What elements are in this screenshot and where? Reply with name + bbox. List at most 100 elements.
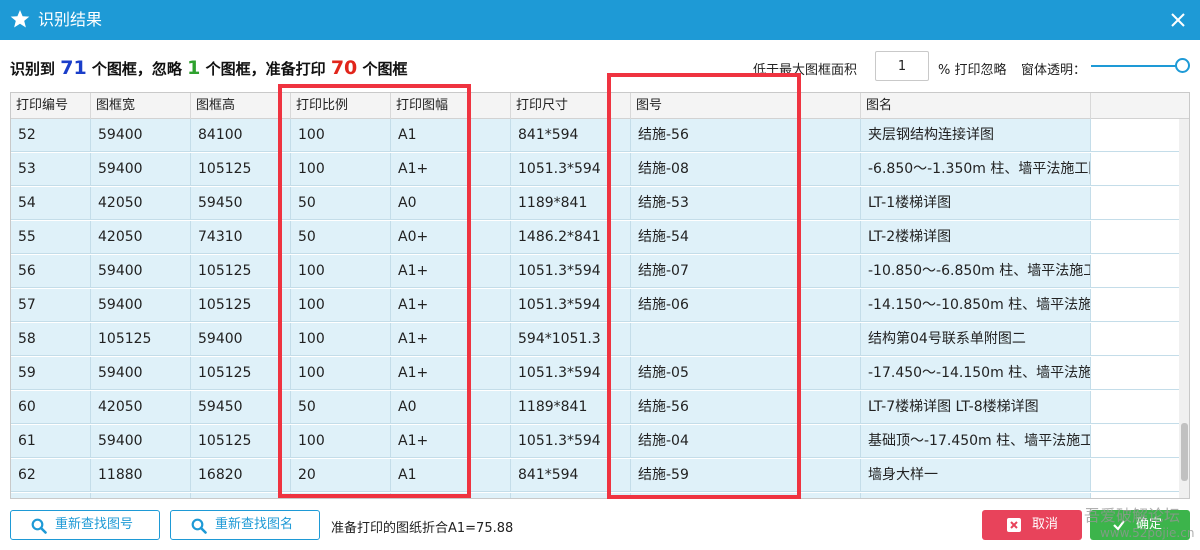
transparency-label: 窗体透明： (1021, 63, 1087, 78)
a1-equivalent-status: 准备打印的图纸折合A1=75.88 (331, 521, 514, 536)
table-row[interactable]: 58 105125 59400 100 A1+ 594*1051.3 结构第04号联系单附图… (11, 323, 1179, 357)
cell-drawing-number (631, 323, 861, 356)
cell-drawing-number: 结施-56 (631, 391, 861, 424)
table-row[interactable]: 52 59400 84100 100 A1 841*594 结施-56 夹层钢结构连接详图 (11, 119, 1179, 153)
column-header-drawing-number[interactable]: 图号 (631, 93, 861, 119)
cell-print-scale: 50 (291, 187, 391, 220)
summary-suffix: 个图框 (357, 60, 408, 78)
table-filler (1091, 187, 1179, 220)
cell-print-no: 62 (11, 459, 91, 492)
cell-paper-size: A1+ (391, 153, 511, 186)
table-filler (1091, 493, 1179, 498)
cell-drawing-number: 结施-54 (631, 221, 861, 254)
title-bar: 识别结果 (0, 0, 1200, 40)
table-filler (1091, 255, 1179, 288)
table-row[interactable]: 62 11880 16820 20 A1 841*594 结施-59 墙身大样一 (11, 459, 1179, 493)
column-header-print-dimensions[interactable]: 打印尺寸 (511, 93, 631, 119)
search-icon (191, 518, 207, 534)
refind-name-button[interactable]: 重新查找图名 (170, 510, 320, 540)
cell-print-no: 59 (11, 357, 91, 390)
cell-drawing-name: 结构第04号联系单附图二 (861, 323, 1091, 356)
table-row[interactable]: 59 59400 105125 100 A1+ 1051.3*594 结施-05 -17.45… (11, 357, 1179, 391)
cell-drawing-name: 基础顶～-17.450m 柱、墙平法施工 (861, 425, 1091, 458)
table-row[interactable]: 53 59400 105125 100 A1+ 1051.3*594 结施-08 -6.850… (11, 153, 1179, 187)
cell-drawing-number: 结施-07 (631, 255, 861, 288)
table-filler (1091, 357, 1179, 390)
cell-drawing-name: -17.450～-14.150m 柱、墙平法施工 (861, 357, 1091, 390)
cancel-button[interactable]: 取消 (982, 510, 1082, 540)
confirm-button[interactable]: 确定 (1090, 510, 1190, 540)
threshold-input[interactable] (875, 51, 929, 81)
table-header: 打印编号 图框宽 图框高 打印比例 打印图幅 打印尺寸 图号 图名 (11, 93, 1189, 119)
refind-number-button[interactable]: 重新查找图号 (10, 510, 160, 540)
table-filler (1091, 289, 1179, 322)
scrollbar-thumb[interactable] (1181, 423, 1188, 481)
cell-drawing-number: 结施-04 (631, 425, 861, 458)
summary-text-2: 个图框，准备打印 (200, 60, 331, 78)
cell-drawing-number: 结施-05 (631, 357, 861, 390)
column-header-drawing-name[interactable]: 图名 (861, 93, 1091, 119)
column-header-frame-width[interactable]: 图框宽 (91, 93, 191, 119)
table-row[interactable]: 60 42050 59450 50 A0 1189*841 结施-56 LT-7楼梯详图 LT… (11, 391, 1179, 425)
cell-drawing-number: 结施-06 (631, 289, 861, 322)
cell-print-dimensions: 841*594 (511, 459, 631, 492)
search-icon (31, 518, 47, 534)
summary-text-1: 个图框，忽略 (86, 60, 188, 78)
table-row[interactable]: 61 59400 105125 100 A1+ 1051.3*594 结施-04 基础顶～-1… (11, 425, 1179, 459)
cell-drawing-name: LT-1楼梯详图 (861, 187, 1091, 220)
window-title: 识别结果 (38, 10, 103, 29)
close-icon[interactable] (1168, 10, 1188, 30)
table-filler (1091, 153, 1179, 186)
transparency-slider[interactable] (1091, 65, 1183, 67)
cell-frame-height: 105125 (191, 289, 291, 322)
cell-print-scale: 100 (291, 255, 391, 288)
vertical-scrollbar[interactable] (1179, 119, 1189, 498)
cell-paper-size: A1 (391, 119, 511, 152)
column-header-print-scale[interactable]: 打印比例 (291, 93, 391, 119)
column-header-frame-height[interactable]: 图框高 (191, 93, 291, 119)
cell-print-dimensions: 1051.3*594 (511, 153, 631, 186)
cell-drawing-name (861, 493, 1091, 498)
cell-paper-size: A0 (391, 187, 511, 220)
cell-print-scale: 100 (291, 357, 391, 390)
cell-drawing-number (631, 493, 861, 498)
cell-drawing-name: LT-2楼梯详图 (861, 221, 1091, 254)
cell-print-dimensions: 1189*841 (511, 391, 631, 424)
cell-print-dimensions: 1051.3*594 (511, 425, 631, 458)
refind-name-label: 重新查找图名 (215, 517, 294, 532)
cell-paper-size: A1+ (391, 357, 511, 390)
table-row[interactable]: 55 42050 74310 50 A0+ 1486.2*841 结施-54 LT-2楼梯详图 (11, 221, 1179, 255)
cell-paper-size: A0 (391, 391, 511, 424)
cell-print-no: 53 (11, 153, 91, 186)
confirm-label: 确定 (1136, 517, 1163, 532)
cell-frame-width: 59400 (91, 153, 191, 186)
cell-frame-height: 105125 (191, 153, 291, 186)
cell-frame-height: 59450 (191, 187, 291, 220)
cell-paper-size (391, 493, 511, 498)
cell-print-no: 60 (11, 391, 91, 424)
cell-print-no: 55 (11, 221, 91, 254)
cell-frame-height: 59400 (191, 323, 291, 356)
cell-paper-size: A0+ (391, 221, 511, 254)
column-header-print-no[interactable]: 打印编号 (11, 93, 91, 119)
cell-print-scale: 100 (291, 323, 391, 356)
table-row[interactable]: 57 59400 105125 100 A1+ 1051.3*594 结施-06 -14.15… (11, 289, 1179, 323)
table-row[interactable] (11, 493, 1179, 498)
check-icon (1113, 520, 1125, 531)
results-table: 打印编号 图框宽 图框高 打印比例 打印图幅 打印尺寸 图号 图名 52 59400 84100 1… (10, 92, 1190, 499)
cell-frame-width: 42050 (91, 187, 191, 220)
cell-frame-width: 42050 (91, 221, 191, 254)
table-filler (1091, 425, 1179, 458)
column-header-paper-size[interactable]: 打印图幅 (391, 93, 511, 119)
summary-prefix: 识别到 (10, 60, 61, 78)
table-row[interactable]: 54 42050 59450 50 A0 1189*841 结施-53 LT-1楼梯详图 (11, 187, 1179, 221)
recognized-count: 71 (60, 57, 87, 79)
cell-print-no: 54 (11, 187, 91, 220)
cell-print-no: 61 (11, 425, 91, 458)
cell-print-no (11, 493, 91, 498)
refind-number-label: 重新查找图号 (55, 517, 134, 532)
cell-drawing-number: 结施-56 (631, 119, 861, 152)
table-row[interactable]: 56 59400 105125 100 A1+ 1051.3*594 结施-07 -10.85… (11, 255, 1179, 289)
transparency-slider-thumb[interactable] (1175, 58, 1190, 73)
cell-print-dimensions: 841*594 (511, 119, 631, 152)
